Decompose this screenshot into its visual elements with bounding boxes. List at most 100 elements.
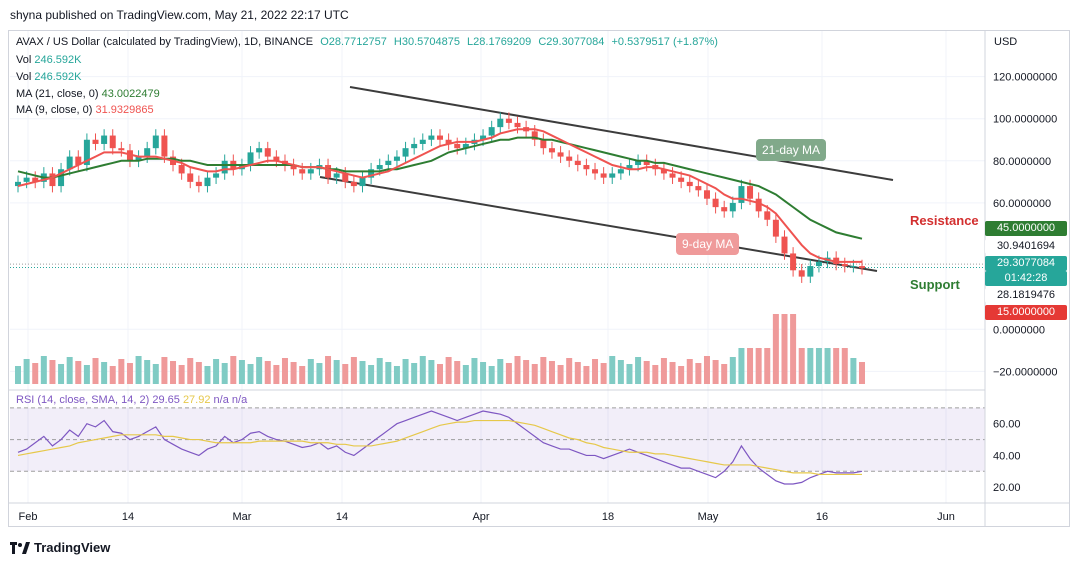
volume-bar [798, 348, 805, 384]
candle [126, 143, 133, 168]
volume-bar [480, 362, 487, 384]
time-tick-label: May [698, 511, 719, 523]
candle-body [721, 207, 728, 212]
candle-body [850, 266, 857, 268]
candle-body [126, 150, 133, 161]
volume-bar [342, 364, 349, 384]
price-tick-label: 120.0000000 [993, 72, 1057, 84]
time-tick-label: 18 [602, 511, 614, 523]
candle-body [592, 169, 599, 174]
volume-bar [540, 357, 547, 384]
candle [437, 129, 443, 147]
candle-body [833, 257, 840, 264]
volume-bar [109, 366, 116, 384]
candle [540, 133, 547, 155]
price-tick-label: −20.0000000 [993, 366, 1058, 378]
resistance-trendline [349, 86, 894, 181]
candle [514, 116, 521, 134]
candle [600, 167, 607, 184]
volume-bar [660, 358, 667, 384]
candle-body [402, 148, 409, 157]
candle-body [350, 181, 357, 187]
candle [531, 125, 538, 147]
tradingview-icon [10, 541, 30, 554]
volume-bar [462, 365, 469, 384]
volume-bar [428, 360, 435, 384]
candle [32, 171, 39, 189]
time-tick-label: Jun [937, 511, 955, 523]
candle [299, 162, 306, 180]
volume-bar [393, 366, 400, 384]
volume-bar [101, 362, 108, 384]
volume-bar [66, 357, 73, 384]
volume-bar [488, 366, 495, 384]
volume-bar [815, 348, 822, 384]
candle [152, 129, 159, 155]
candle-body [548, 148, 555, 153]
candle [592, 162, 599, 180]
candle [15, 175, 21, 193]
volume-bar [695, 363, 702, 384]
time-tick-label: Feb [19, 511, 38, 523]
candle [109, 129, 116, 155]
candle-body [678, 177, 685, 182]
candle-body [299, 169, 306, 174]
candle-body [342, 173, 349, 182]
candle [118, 141, 125, 157]
volume-bar [419, 356, 426, 384]
candle [419, 133, 426, 151]
candle [643, 154, 650, 172]
candle-body [428, 135, 435, 140]
candle [135, 150, 142, 168]
vol-legend-2: Vol 246.592K [16, 71, 81, 83]
volume-bar [385, 362, 392, 384]
candle-body [152, 135, 159, 149]
candle-body [359, 177, 366, 187]
volume-bar [152, 364, 159, 384]
candle [325, 158, 332, 184]
ma9-value: 31.9329865 [95, 104, 154, 116]
volume-bar [772, 314, 779, 384]
resistance-label: Resistance [910, 213, 979, 228]
volume-bar [299, 366, 306, 384]
candle [307, 162, 314, 180]
time-tick-label: 14 [122, 511, 134, 523]
candle [738, 179, 745, 210]
volume-bar [411, 363, 418, 384]
candle [626, 158, 633, 176]
publisher-line: shyna published on TradingView.com, May … [10, 8, 349, 22]
volume-bar [195, 362, 202, 384]
candle [204, 171, 211, 193]
candle [497, 112, 504, 134]
candle-body [695, 186, 702, 191]
candle [101, 129, 108, 151]
currency-label[interactable]: USD [994, 36, 1018, 48]
candle-body [144, 148, 151, 157]
candle-body [385, 160, 392, 166]
candle-body [23, 177, 30, 182]
volume-bar [859, 362, 865, 384]
volume-bar [566, 358, 573, 384]
volume-bar [75, 361, 82, 384]
volume-bar [712, 360, 719, 384]
candle [445, 133, 452, 151]
candle [221, 154, 228, 180]
candle-body [626, 165, 633, 170]
candle [411, 137, 418, 155]
candle-body [178, 165, 185, 174]
rsi-label: RSI (14, close, SMA, 14, 2) [16, 394, 150, 406]
candle-body [376, 165, 383, 170]
low-value: L28.1769209 [467, 36, 532, 48]
volume-bar [213, 359, 220, 384]
candle-body [574, 160, 581, 166]
tradingview-logo[interactable]: TradingView [10, 540, 110, 555]
candle [256, 141, 263, 159]
candle-body [815, 261, 822, 267]
candle-body [221, 160, 228, 174]
candle [66, 150, 73, 176]
candle [462, 137, 469, 155]
candle [712, 192, 719, 214]
symbol-legend: AVAX / US Dollar (calculated by TradingV… [16, 36, 722, 48]
volume-bar [437, 364, 443, 384]
